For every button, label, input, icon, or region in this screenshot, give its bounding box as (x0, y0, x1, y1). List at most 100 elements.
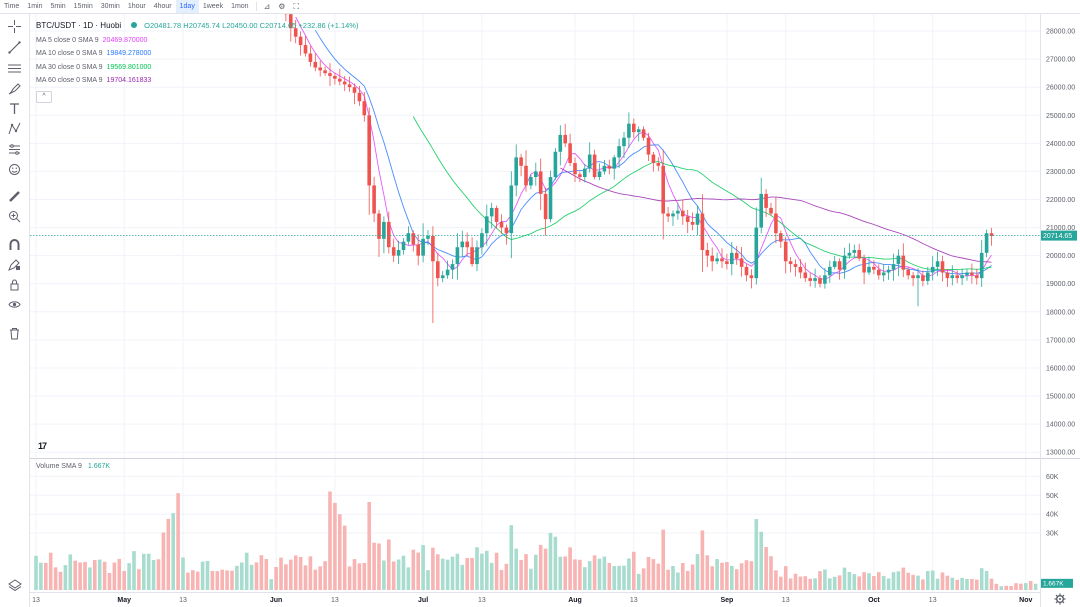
trend-line-tool[interactable] (4, 39, 25, 55)
volume-bar (734, 569, 739, 590)
volume-tick-label: 60K (1046, 474, 1059, 481)
volume-bar (877, 572, 881, 590)
horizontal-line-tool[interactable] (4, 60, 25, 76)
visibility-tool[interactable] (4, 296, 25, 312)
volume-bar (176, 493, 180, 590)
volume-bar (715, 559, 719, 590)
interval-5min[interactable]: 5min (50, 3, 66, 10)
volume-bar (529, 568, 533, 590)
interval-1hour[interactable]: 1hour (127, 3, 146, 10)
candle-body (563, 134, 567, 144)
volume-bar (186, 572, 190, 590)
price-chart[interactable]: 20714.651.667K 28000.0027000.0026000.002… (30, 14, 1080, 607)
candle-body (352, 87, 357, 93)
volume-bar (911, 574, 915, 590)
volume-bar (166, 518, 171, 590)
text-tool[interactable] (4, 100, 25, 116)
time-axis[interactable]: 13May13Jun13Jul13Aug13Sep13Oct13Nov13Dec… (32, 597, 1080, 604)
emoji-tool[interactable] (4, 161, 25, 177)
measure-tool[interactable] (4, 188, 25, 204)
candle-body (401, 241, 406, 251)
volume-bar (803, 576, 808, 590)
volume-bar (195, 571, 200, 590)
candle-body (676, 210, 680, 214)
magnet-icon (9, 238, 20, 250)
time-tick-label: 13 (630, 597, 638, 604)
volume-bar (754, 519, 759, 590)
ma-legend-row[interactable]: MA 60 close 0 SMA 9 19704.161833 (36, 71, 358, 85)
layers-icon[interactable] (8, 578, 22, 592)
magnet-tool[interactable] (4, 236, 25, 252)
candle-body (514, 157, 518, 186)
volume-bar (494, 552, 499, 590)
candle-body (960, 275, 964, 279)
ma-legend-row[interactable]: MA 30 close 0 SMA 9 19569.801000 (36, 58, 358, 72)
volume-bar (303, 565, 308, 590)
interval-30min[interactable]: 30min (100, 3, 120, 10)
candle-body (627, 123, 631, 138)
brush-tool[interactable] (4, 80, 25, 96)
horizontal-lines-icon (8, 64, 21, 72)
candle-body (416, 244, 420, 256)
volume-bar (583, 567, 587, 590)
volume-bar (53, 567, 58, 590)
volume-bar (524, 554, 528, 590)
drawing-mode-tool[interactable] (4, 256, 25, 272)
volume-bar (945, 575, 950, 590)
toolbar-separator (255, 2, 257, 11)
zoom-tool[interactable] (4, 208, 25, 224)
volume-bar (695, 554, 700, 590)
settings-icon[interactable]: ⚙ (278, 2, 286, 11)
candle-body (529, 177, 533, 186)
ma-legend-row[interactable]: MA 10 close 0 SMA 9 19849.278000 (36, 44, 358, 58)
ma-legend-row[interactable]: MA 5 close 0 SMA 9 20469.870000 (36, 31, 358, 45)
volume-legend-label[interactable]: Volume SMA 9 (36, 463, 82, 470)
volume-bar (489, 562, 494, 590)
volume-bar (83, 561, 87, 590)
ruler-icon (9, 190, 20, 202)
pattern-tool[interactable] (4, 120, 25, 136)
volume-bar (685, 570, 690, 590)
prediction-tool[interactable] (4, 141, 25, 157)
volume-bar (88, 567, 92, 590)
fullscreen-icon[interactable]: ⛶ (293, 2, 300, 11)
volume-bar (597, 558, 602, 590)
lock-tool[interactable] (4, 276, 25, 292)
volume-bar (710, 566, 714, 590)
legend-collapse-button[interactable]: ^ (36, 90, 52, 103)
interval-15min[interactable]: 15min (73, 3, 93, 10)
candle-body (597, 171, 602, 178)
interval-4hour[interactable]: 4hour (153, 3, 172, 10)
symbol-title[interactable]: BTC/USDT · 1D · Huobi (36, 21, 122, 30)
interval-1day[interactable]: 1day (175, 0, 199, 13)
crosshair-tool[interactable] (4, 18, 25, 34)
delete-tool[interactable] (4, 325, 25, 341)
chart-type-icon[interactable]: ⊿ (263, 2, 271, 11)
volume-bar (534, 554, 538, 590)
price-axis[interactable]: 28000.00 27000.00 26000.00 25000.00 24000.00… (1046, 29, 1075, 457)
interval-1mon[interactable]: 1mon (231, 3, 249, 10)
volume-bar (558, 556, 563, 590)
time-tick-label: Jun (270, 597, 282, 604)
volume-tick-label: 40K (1046, 512, 1059, 519)
interval-1min[interactable]: 1min (27, 3, 43, 10)
volume-tick-label: 30K (1046, 531, 1059, 538)
chart-settings-icon[interactable] (1054, 593, 1066, 605)
volume-bar (828, 578, 832, 590)
interval-time[interactable]: Time (4, 3, 20, 10)
candle-body (793, 264, 798, 267)
eye-icon (8, 300, 21, 308)
top-toolbar: Time 1min 5min 15min 30min 1hour 4hour 1day 1wee… (0, 0, 1080, 14)
candle-body (715, 258, 719, 262)
time-tick-label: 13 (478, 597, 486, 604)
interval-1week[interactable]: 1week (202, 3, 224, 10)
volume-bar (416, 552, 420, 590)
volume-bar (78, 562, 82, 590)
volume-bar (323, 561, 327, 590)
volume-bar (514, 548, 518, 590)
volume-bar (421, 544, 425, 590)
tradingview-logo[interactable]: 17 (38, 441, 47, 451)
volume-bar (612, 566, 616, 590)
volume-axis[interactable]: 60K 50K 40K 30K (1046, 474, 1059, 538)
time-tick-label: Aug (568, 597, 582, 604)
